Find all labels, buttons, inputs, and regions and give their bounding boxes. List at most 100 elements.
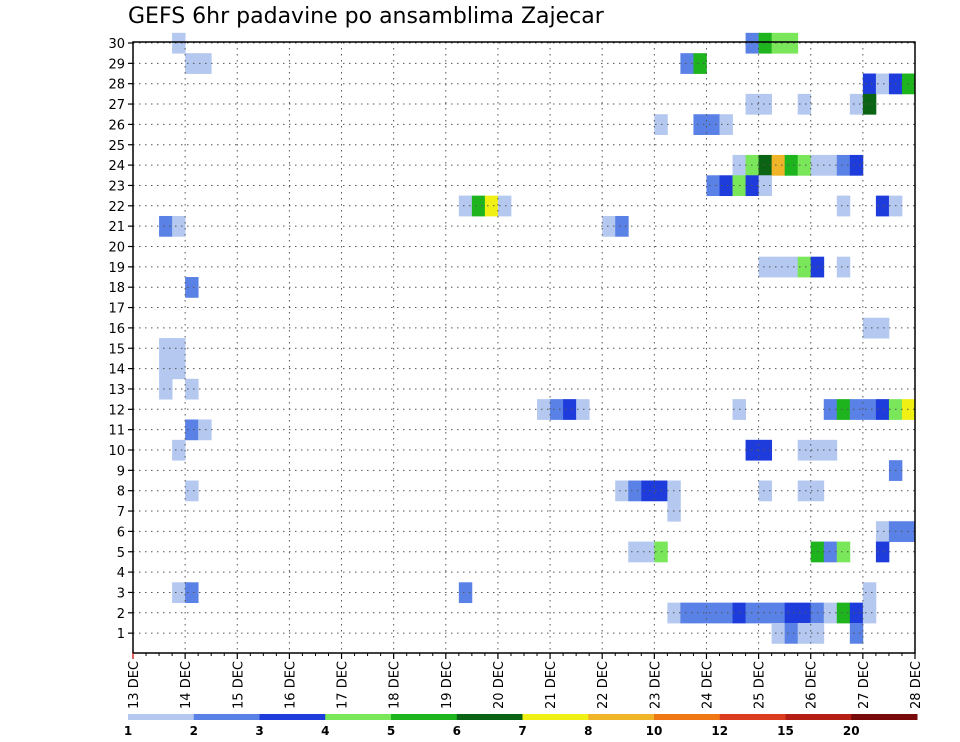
heatmap-cell [784,622,799,644]
x-tick-label: 13 DEC [127,661,142,709]
y-tick-label: 22 [108,200,125,215]
plot-frame [132,41,916,654]
y-tick-label: 26 [108,118,125,133]
x-tick-label: 17 DEC [336,661,351,709]
heatmap-cell [719,175,733,197]
heatmap-cell [784,32,799,54]
heatmap-cell [185,277,199,298]
heatmap-cell [185,582,199,604]
heatmap-cell [706,114,720,135]
x-tick-label: 22 DEC [596,661,611,709]
x-tick-label: 14 DEC [179,661,194,709]
legend-label: 6 [453,724,461,738]
heatmap-cell [836,256,851,278]
y-tick-label: 1 [117,627,125,642]
heatmap-cell [758,256,773,278]
heatmap-cell [172,32,186,54]
heatmap-cell [758,602,773,624]
legend-label: 5 [387,724,395,738]
legend-label: 20 [843,724,860,738]
heatmap-cell [693,602,707,624]
heatmap-cell [875,73,890,95]
heatmap-cells [159,32,916,644]
heatmap-cell [901,73,916,95]
heatmap-cell [797,622,812,644]
x-tick-label: 26 DEC [805,661,820,709]
heatmap-cell [758,439,773,461]
heatmap-cell [497,195,512,217]
heatmap-cell [615,215,629,237]
chart-grid [133,42,915,653]
legend-label: 7 [518,724,526,738]
y-tick-label: 17 [108,302,125,317]
y-tick-label: 16 [108,322,125,337]
heatmap-cell [706,602,720,624]
heatmap-cell [797,480,812,502]
heatmap-cell [836,399,851,420]
heatmap-cell [628,541,642,563]
heatmap-cell [862,317,877,339]
heatmap-cell [875,195,890,217]
heatmap-cell [185,419,199,441]
heatmap-cell [159,358,173,380]
y-tick-label: 25 [108,139,125,154]
y-tick-label: 8 [117,485,125,500]
heatmap-cell [172,358,186,380]
legend-label: 8 [584,724,592,738]
legend-swatch [719,714,786,720]
legend-swatch [785,714,852,720]
heatmap-cell [862,602,877,624]
heatmap-cell [784,256,799,278]
heatmap-cell [159,338,173,359]
legend-swatch [391,714,458,720]
x-tick-label: 18 DEC [388,661,403,709]
x-tick-label: 24 DEC [701,661,716,709]
heatmap-cell [849,399,864,420]
heatmap-cell [784,602,799,624]
heatmap-cell [471,195,486,217]
y-tick-label: 14 [108,363,125,378]
heatmap-cell [680,602,694,624]
heatmap-cell [172,215,186,237]
y-tick-label: 23 [108,179,125,194]
x-tick-label: 28 DEC [909,661,924,709]
heatmap-cell [875,399,890,420]
y-tick-label: 20 [108,241,125,256]
x-tick-label: 16 DEC [283,661,298,709]
heatmap-cell [185,53,199,74]
y-tick-label: 3 [117,586,125,601]
heatmap-cell [172,582,186,604]
heatmap-cell [641,480,655,502]
chart-title: GEFS 6hr padavine po ansamblima Zajecar [128,4,604,29]
heatmap-cell [198,419,212,441]
legend-swatch [193,714,260,720]
heatmap-cell [849,602,864,624]
heatmap-cell [458,582,473,604]
x-tick-label: 25 DEC [753,661,768,709]
y-tick-label: 10 [108,444,125,459]
y-tick-label: 30 [108,37,125,52]
legend-swatch [325,714,392,720]
heatmap-cell [563,399,577,420]
x-axis: 13 DEC 14 DEC 15 DEC 16 DEC 17 DEC 18 DEC 19 D… [127,653,924,709]
y-tick-label: 27 [108,98,125,113]
heatmap-cell [849,93,864,115]
heatmap-cell [641,541,655,563]
heatmap-cell [901,399,916,420]
heatmap-cell [849,154,864,176]
heatmap-cell [771,32,786,54]
heatmap-cell [862,93,877,115]
legend-label: 2 [190,724,198,738]
heatmap-cell [198,53,212,74]
heatmap-cell [758,175,773,197]
heatmap-cell [758,154,773,176]
heatmap-cell [185,480,199,502]
heatmap-cell [875,541,890,563]
y-tick-label: 6 [117,525,125,540]
heatmap-cell [628,480,642,502]
y-tick-label: 24 [108,159,125,174]
heatmap-cell [862,582,877,604]
heatmap-cell [693,53,707,74]
y-tick-label: 21 [108,220,125,235]
